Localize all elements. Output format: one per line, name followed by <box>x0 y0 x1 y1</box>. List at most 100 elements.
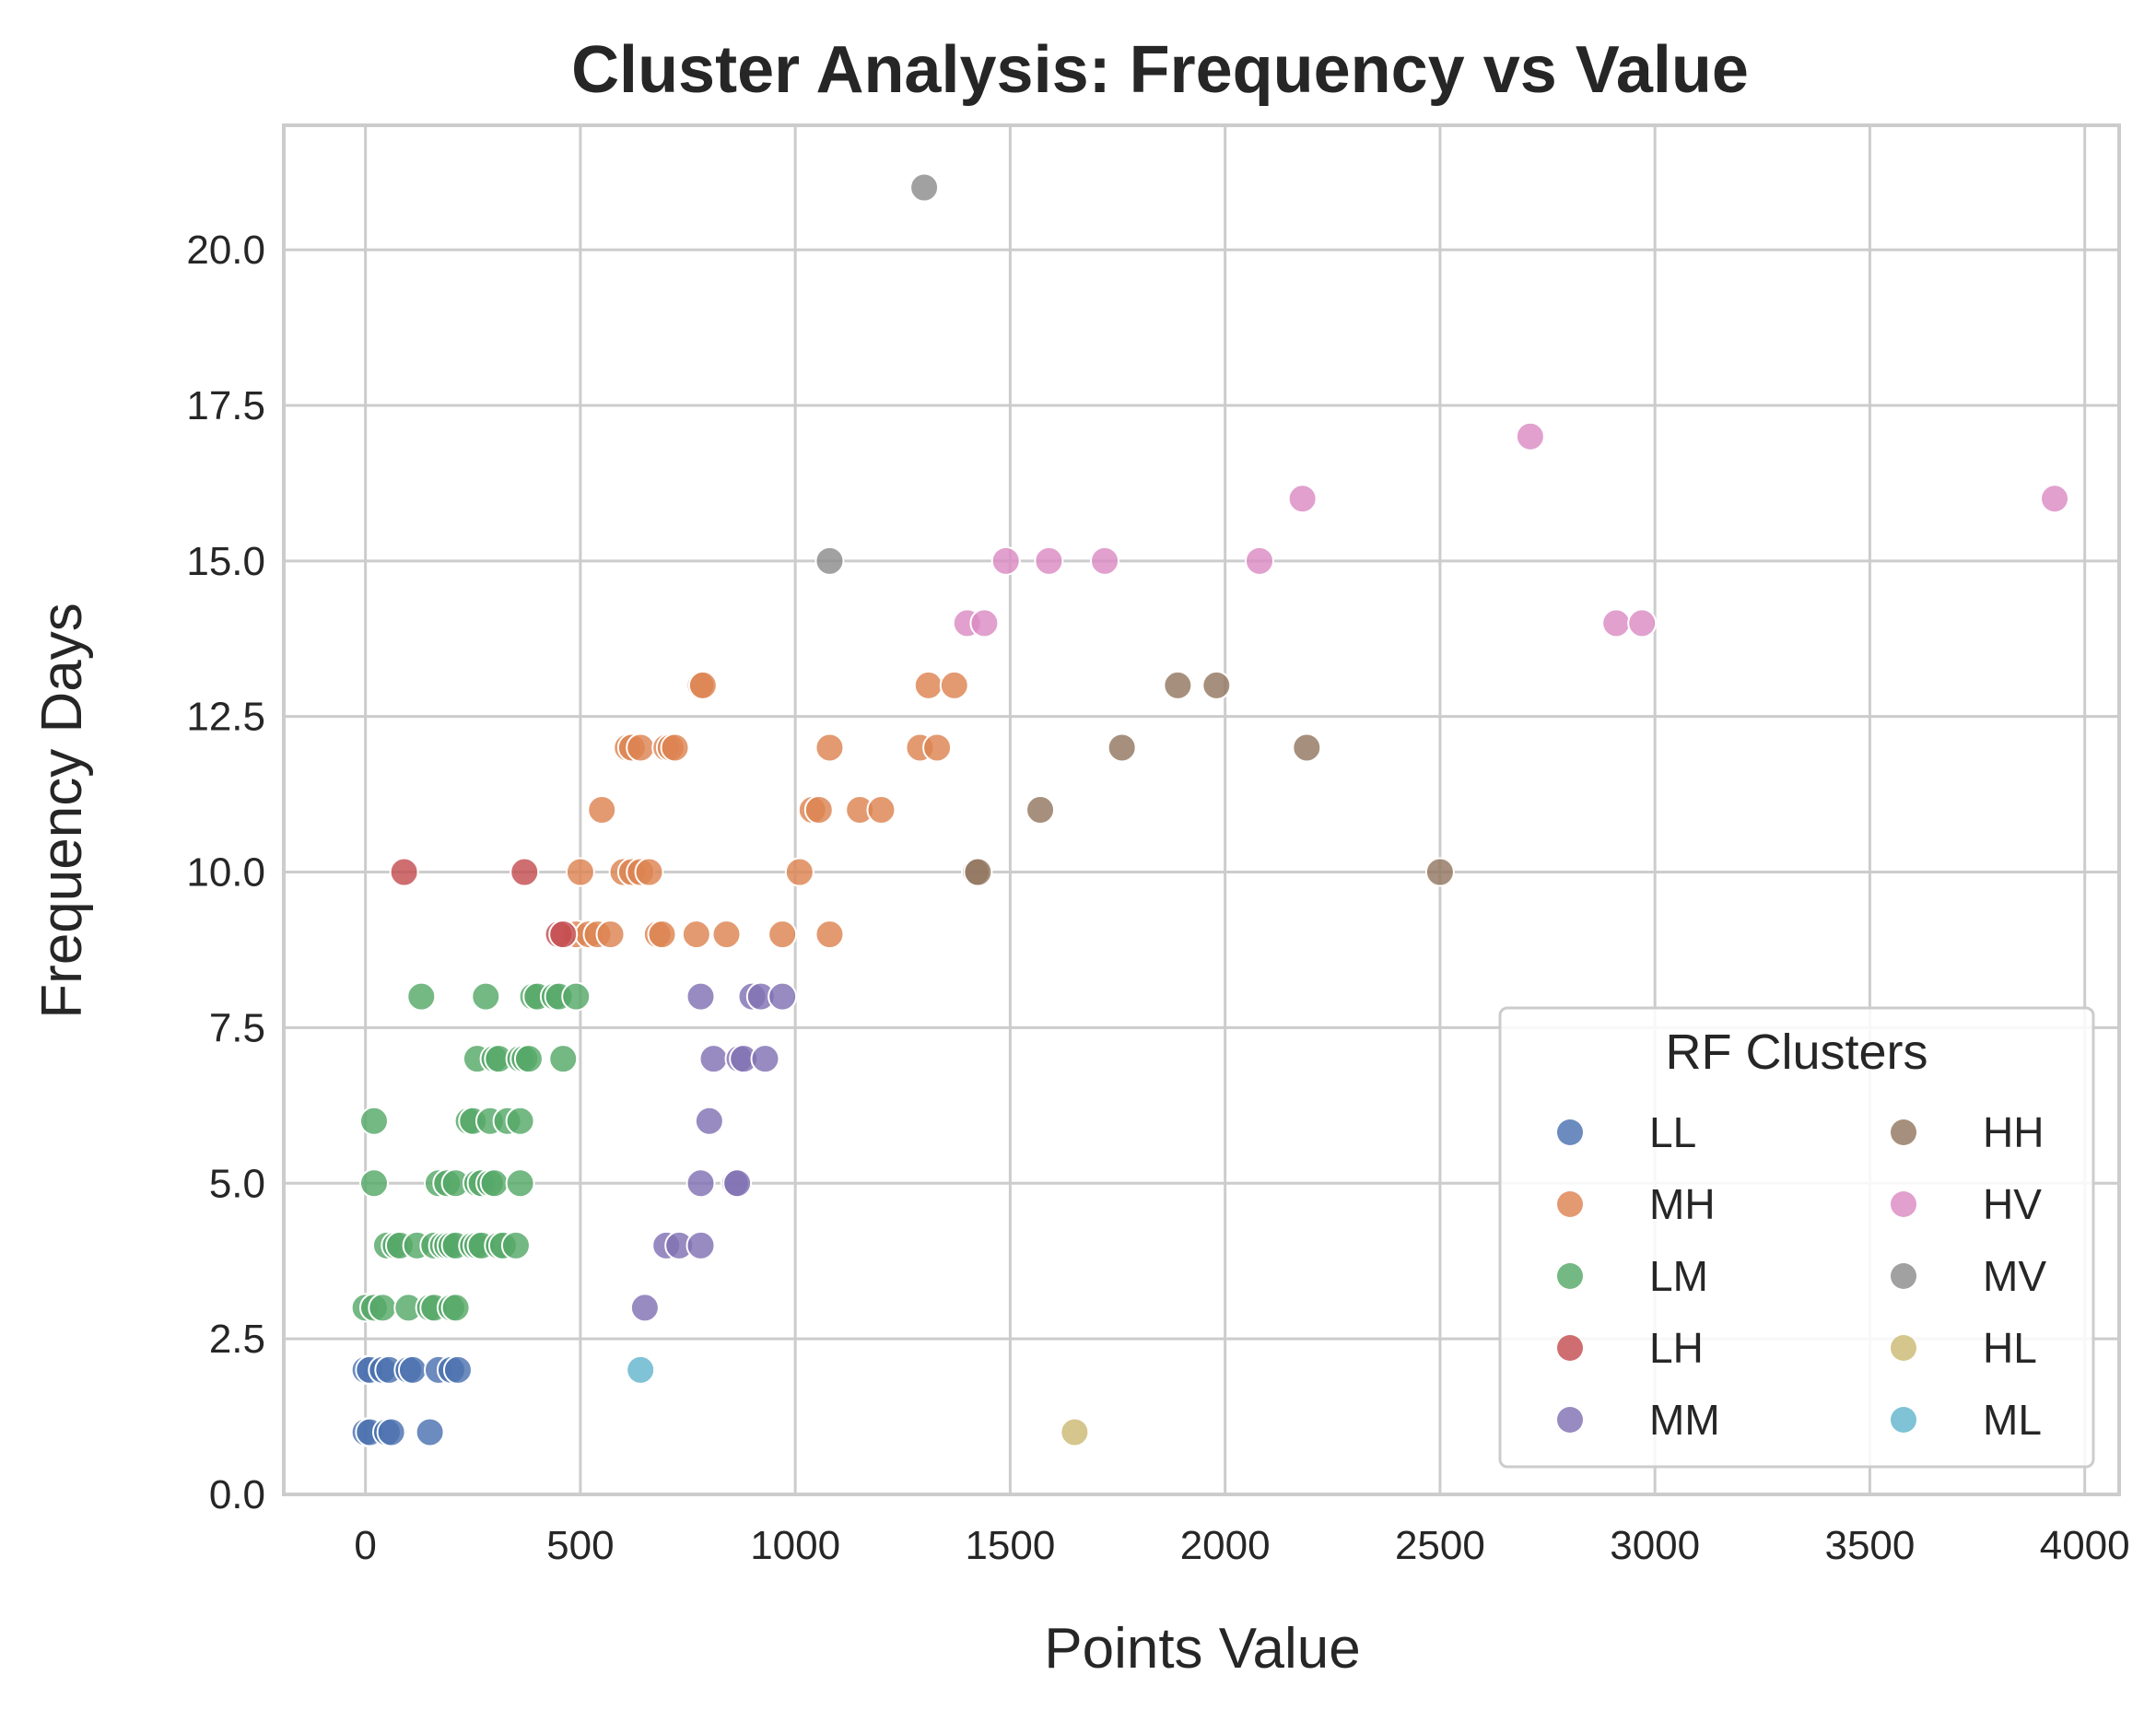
plot-frame <box>282 123 2121 1496</box>
chart-title: Cluster Analysis: Frequency vs Value <box>571 33 1749 107</box>
data-point <box>376 1417 406 1447</box>
series-lm <box>350 981 592 1323</box>
legend-item: HH <box>1891 1108 2044 1156</box>
data-point <box>1424 857 1455 887</box>
y-tick-label: 10.0 <box>186 850 265 896</box>
legend: RF Clusters LL MH LM LH MM HH HV MV HL ML <box>1498 1006 2095 1469</box>
x-tick-label: 500 <box>546 1523 614 1568</box>
data-point <box>1515 421 1545 451</box>
data-point <box>587 795 617 825</box>
data-point <box>510 857 540 887</box>
data-point <box>1090 545 1120 576</box>
legend-marker <box>1557 1119 1583 1145</box>
data-point <box>687 670 718 700</box>
data-point <box>1060 1417 1090 1447</box>
data-point <box>698 1044 729 1074</box>
data-point <box>442 1354 473 1385</box>
y-axis-ticks: 0.0 2.5 5.0 7.5 10.0 12.5 15.0 17.5 20.0 <box>186 228 265 1517</box>
y-tick-label: 20.0 <box>186 228 265 273</box>
data-point <box>1627 608 1658 638</box>
data-points <box>350 172 2070 1447</box>
legend-item: MH <box>1557 1180 1716 1228</box>
data-point <box>1163 670 1193 700</box>
data-point <box>866 795 896 825</box>
y-tick-label: 0.0 <box>209 1472 265 1517</box>
x-tick-label: 2000 <box>1180 1523 1271 1568</box>
data-point <box>685 1230 716 1260</box>
data-point <box>634 857 664 887</box>
y-tick-label: 12.5 <box>186 695 265 740</box>
data-point <box>389 857 419 887</box>
data-point <box>969 608 1000 638</box>
data-point <box>479 1168 510 1199</box>
data-point <box>415 1417 445 1447</box>
series-mm <box>629 981 798 1323</box>
data-point <box>397 1354 428 1385</box>
data-point <box>1201 670 1232 700</box>
data-point <box>500 1230 531 1260</box>
legend-box <box>1498 1006 2095 1469</box>
data-point <box>406 981 437 1012</box>
data-point <box>629 1293 660 1323</box>
data-point <box>548 1044 579 1074</box>
data-point <box>803 795 834 825</box>
data-point <box>513 1044 544 1074</box>
data-point <box>1292 732 1322 763</box>
data-point <box>505 1106 535 1136</box>
x-tick-label: 1500 <box>965 1523 1055 1568</box>
y-tick-label: 17.5 <box>186 383 265 428</box>
legend-item: LH <box>1557 1324 1704 1372</box>
legend-item: HL <box>1891 1324 2037 1372</box>
data-point <box>722 1168 753 1199</box>
legend-marker <box>1891 1407 1916 1433</box>
data-point <box>358 1168 389 1199</box>
legend-marker <box>1891 1263 1916 1289</box>
x-tick-label: 2500 <box>1395 1523 1485 1568</box>
data-point <box>922 732 953 763</box>
series-lh <box>389 857 579 950</box>
legend-label: MM <box>1649 1396 1720 1444</box>
data-point <box>1244 545 1274 576</box>
x-tick-label: 0 <box>354 1523 376 1568</box>
data-point <box>565 857 595 887</box>
legend-item: MV <box>1891 1252 2046 1300</box>
legend-label: MV <box>1983 1252 2046 1300</box>
data-point <box>368 1293 398 1323</box>
legend-label: LL <box>1649 1108 1696 1156</box>
series-ll <box>350 1354 473 1447</box>
data-point <box>505 1168 535 1199</box>
data-point <box>626 1354 656 1385</box>
data-point <box>660 732 690 763</box>
y-tick-label: 7.5 <box>209 1005 265 1050</box>
series-mv <box>814 172 940 576</box>
legend-marker <box>1557 1407 1583 1433</box>
data-point <box>963 857 993 887</box>
data-point <box>1025 795 1056 825</box>
x-tick-label: 3000 <box>1610 1523 1700 1568</box>
data-point <box>2040 484 2070 514</box>
legend-label: HL <box>1983 1324 2037 1372</box>
data-point <box>711 919 742 950</box>
legend-marker <box>1557 1263 1583 1289</box>
y-tick-label: 2.5 <box>209 1317 265 1362</box>
series-hl <box>1060 1417 1090 1447</box>
data-point <box>626 732 656 763</box>
legend-label: HV <box>1983 1180 2042 1228</box>
legend-marker <box>1891 1335 1916 1361</box>
data-point <box>990 545 1021 576</box>
data-point <box>1034 545 1064 576</box>
legend-label: ML <box>1983 1396 2042 1444</box>
data-point <box>548 919 579 950</box>
data-point <box>440 1293 471 1323</box>
legend-label: MH <box>1649 1180 1716 1228</box>
y-tick-label: 15.0 <box>186 539 265 584</box>
y-tick-label: 5.0 <box>209 1161 265 1206</box>
legend-label: LM <box>1649 1252 1708 1300</box>
series-hv <box>952 421 2070 638</box>
data-point <box>814 919 845 950</box>
data-point <box>784 857 814 887</box>
data-point <box>595 919 626 950</box>
x-tick-label: 1000 <box>750 1523 840 1568</box>
legend-item: MM <box>1557 1396 1720 1444</box>
